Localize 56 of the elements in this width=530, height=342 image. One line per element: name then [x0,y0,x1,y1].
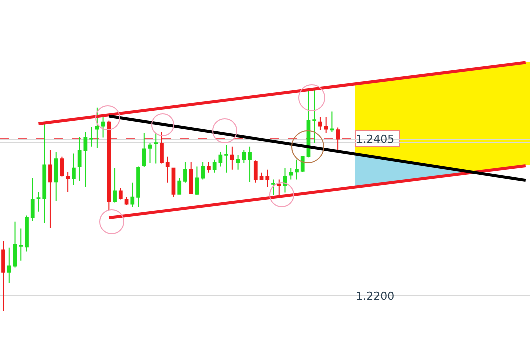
y-tick-label: 1.2200 [356,290,395,303]
candlestick [266,169,270,188]
candlestick [178,178,182,195]
candlestick [60,156,64,178]
candlestick [48,149,52,228]
candlestick [72,153,76,186]
candlestick [25,215,29,252]
candlestick [13,221,18,268]
candlestick [207,162,211,174]
candlestick [254,160,258,184]
candlestick [242,149,246,164]
candlestick [248,146,252,183]
candlestick [272,179,276,196]
candlestick [78,136,82,182]
candlestick [95,107,100,149]
candlestick [201,162,206,180]
candlestick [19,228,24,262]
candlestick [101,116,106,138]
candlestick [42,122,47,224]
candlestick [142,132,146,168]
candlestick [66,172,70,193]
candlestick [36,192,41,212]
candlestick [289,168,294,180]
candlestick [324,116,328,134]
candlestick [295,159,299,180]
candlestick [283,168,288,194]
candlestick [260,172,264,180]
candlestick [218,152,223,168]
candlestick [184,162,188,184]
candlestick [236,154,240,170]
candlestick [113,168,117,204]
candlestick [336,127,340,150]
candlestick [230,146,234,170]
candlestick [166,156,170,184]
candlestick [2,240,6,312]
candlestick [212,159,217,174]
candlestick [189,162,194,195]
candlestick [224,144,228,174]
candlestick [136,166,140,208]
candlestick [195,166,200,196]
candlestick [7,247,12,284]
candlestick [318,116,322,131]
candlestick [277,179,282,196]
candlestick [30,178,35,222]
candlestick [130,182,135,208]
candlestick [84,132,88,188]
candlestick [330,111,334,133]
candlestick [154,132,158,164]
candlestick [300,156,305,173]
candlestick [148,142,152,164]
candlestick [54,152,58,202]
y-tick-label: 1.2405 [356,133,395,146]
candlestick [172,168,176,198]
candlestick [90,126,94,148]
candlestick [124,196,129,206]
candlestick [118,188,123,200]
